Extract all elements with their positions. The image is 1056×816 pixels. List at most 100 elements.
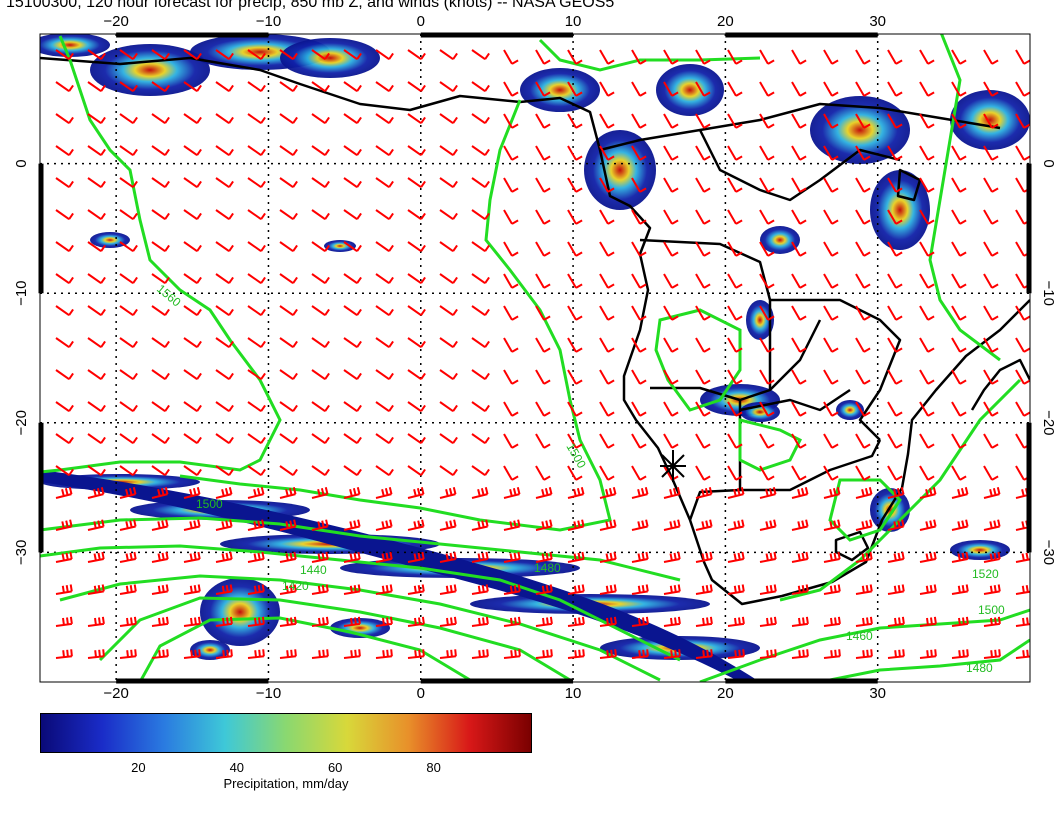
wind-barb	[919, 113, 935, 129]
wind-barb	[791, 177, 807, 193]
wind-barb	[759, 616, 777, 627]
wind-barb	[631, 551, 649, 563]
wind-barb	[247, 551, 265, 563]
contour-label: 1440	[300, 563, 327, 577]
wind-barb	[503, 305, 519, 321]
wind-barb	[439, 273, 458, 285]
wind-barb	[951, 337, 967, 353]
wind-barb	[215, 273, 234, 285]
wind-barb	[535, 113, 551, 129]
wind-barb	[439, 465, 458, 477]
wind-barb	[439, 49, 458, 61]
wind-barb	[663, 519, 681, 531]
wind-barb	[631, 465, 647, 481]
wind-barb	[951, 145, 967, 161]
wind-barb	[343, 551, 361, 563]
wind-barb	[695, 241, 711, 257]
wind-barb	[887, 369, 903, 385]
wind-barb	[407, 369, 426, 381]
wind-barb	[983, 241, 999, 257]
precipitation-cell	[746, 300, 774, 340]
wind-barb	[855, 305, 871, 321]
wind-barb	[759, 273, 775, 289]
wind-barb	[55, 433, 74, 445]
wind-barb	[87, 241, 106, 253]
wind-barb	[951, 401, 967, 417]
wind-barb	[407, 337, 426, 349]
contour-1480	[819, 638, 1030, 682]
wind-barb	[439, 113, 458, 125]
wind-barb	[375, 369, 394, 381]
wind-barb	[759, 649, 777, 659]
wind-barb	[87, 519, 105, 531]
precipitation-cell	[810, 96, 910, 164]
wind-barb	[951, 305, 967, 321]
wind-barb	[951, 551, 969, 563]
wind-barb	[727, 465, 743, 481]
wind-barb	[823, 433, 839, 449]
bottom-lon-tick-label: 30	[869, 685, 886, 702]
wind-barb	[87, 369, 106, 381]
wind-barb	[823, 519, 841, 531]
wind-barb	[119, 145, 138, 157]
wind-barb	[503, 649, 521, 659]
wind-barb	[951, 209, 967, 225]
wind-barb	[919, 433, 935, 449]
wind-barb	[567, 649, 585, 659]
wind-barb	[503, 81, 519, 97]
wind-barb	[151, 305, 170, 317]
wind-barb	[759, 369, 775, 385]
wind-barb	[727, 616, 745, 627]
page-title: 15100300, 120 hour forecast for precip, …	[6, 0, 615, 11]
wind-barb	[55, 551, 73, 563]
wind-barb	[279, 337, 298, 349]
wind-barb	[727, 433, 743, 449]
wind-barb	[791, 401, 807, 417]
wind-barb	[919, 49, 935, 65]
top-lon-tick-label: 10	[565, 13, 582, 30]
wind-barb	[695, 369, 711, 385]
wind-barb	[439, 584, 457, 595]
wind-barb	[343, 519, 361, 531]
wind-barb	[951, 177, 967, 193]
wind-barb	[343, 337, 362, 349]
wind-barb	[119, 241, 138, 253]
wind-barb	[439, 337, 458, 349]
wind-barb	[887, 465, 903, 481]
wind-barb	[919, 337, 935, 353]
top-lon-tick-label: −10	[256, 13, 281, 30]
wind-barb	[695, 401, 711, 417]
wind-barb	[567, 81, 583, 97]
wind-barb	[535, 465, 551, 481]
wind-barb	[183, 649, 201, 659]
wind-barb	[1015, 305, 1030, 321]
wind-barb	[919, 584, 937, 595]
wind-barb	[119, 113, 138, 125]
wind-barb	[951, 487, 969, 499]
wind-barb	[663, 145, 679, 161]
wind-barb	[55, 241, 74, 253]
wind-barb	[663, 337, 679, 353]
wind-barb	[343, 49, 362, 61]
right-lat-tick-label: −30	[1040, 540, 1056, 565]
wind-barb	[567, 49, 583, 65]
wind-barb	[119, 337, 138, 349]
contour-closed	[654, 308, 742, 412]
wind-barb	[119, 369, 138, 381]
wind-barb	[823, 649, 841, 659]
wind-barb	[887, 649, 905, 659]
contour-1420	[98, 596, 571, 682]
wind-barb	[215, 519, 233, 531]
wind-barb	[311, 49, 330, 61]
wind-barb	[183, 241, 202, 253]
wind-barb	[919, 369, 935, 385]
wind-barb	[663, 369, 679, 385]
wind-barb	[215, 649, 233, 659]
wind-barb	[151, 241, 170, 253]
wind-barb	[919, 649, 937, 659]
wind-barb	[375, 616, 393, 627]
precipitation-cell	[200, 578, 280, 646]
wind-barb	[247, 369, 266, 381]
wind-barb	[119, 81, 138, 93]
wind-barb	[631, 209, 647, 225]
